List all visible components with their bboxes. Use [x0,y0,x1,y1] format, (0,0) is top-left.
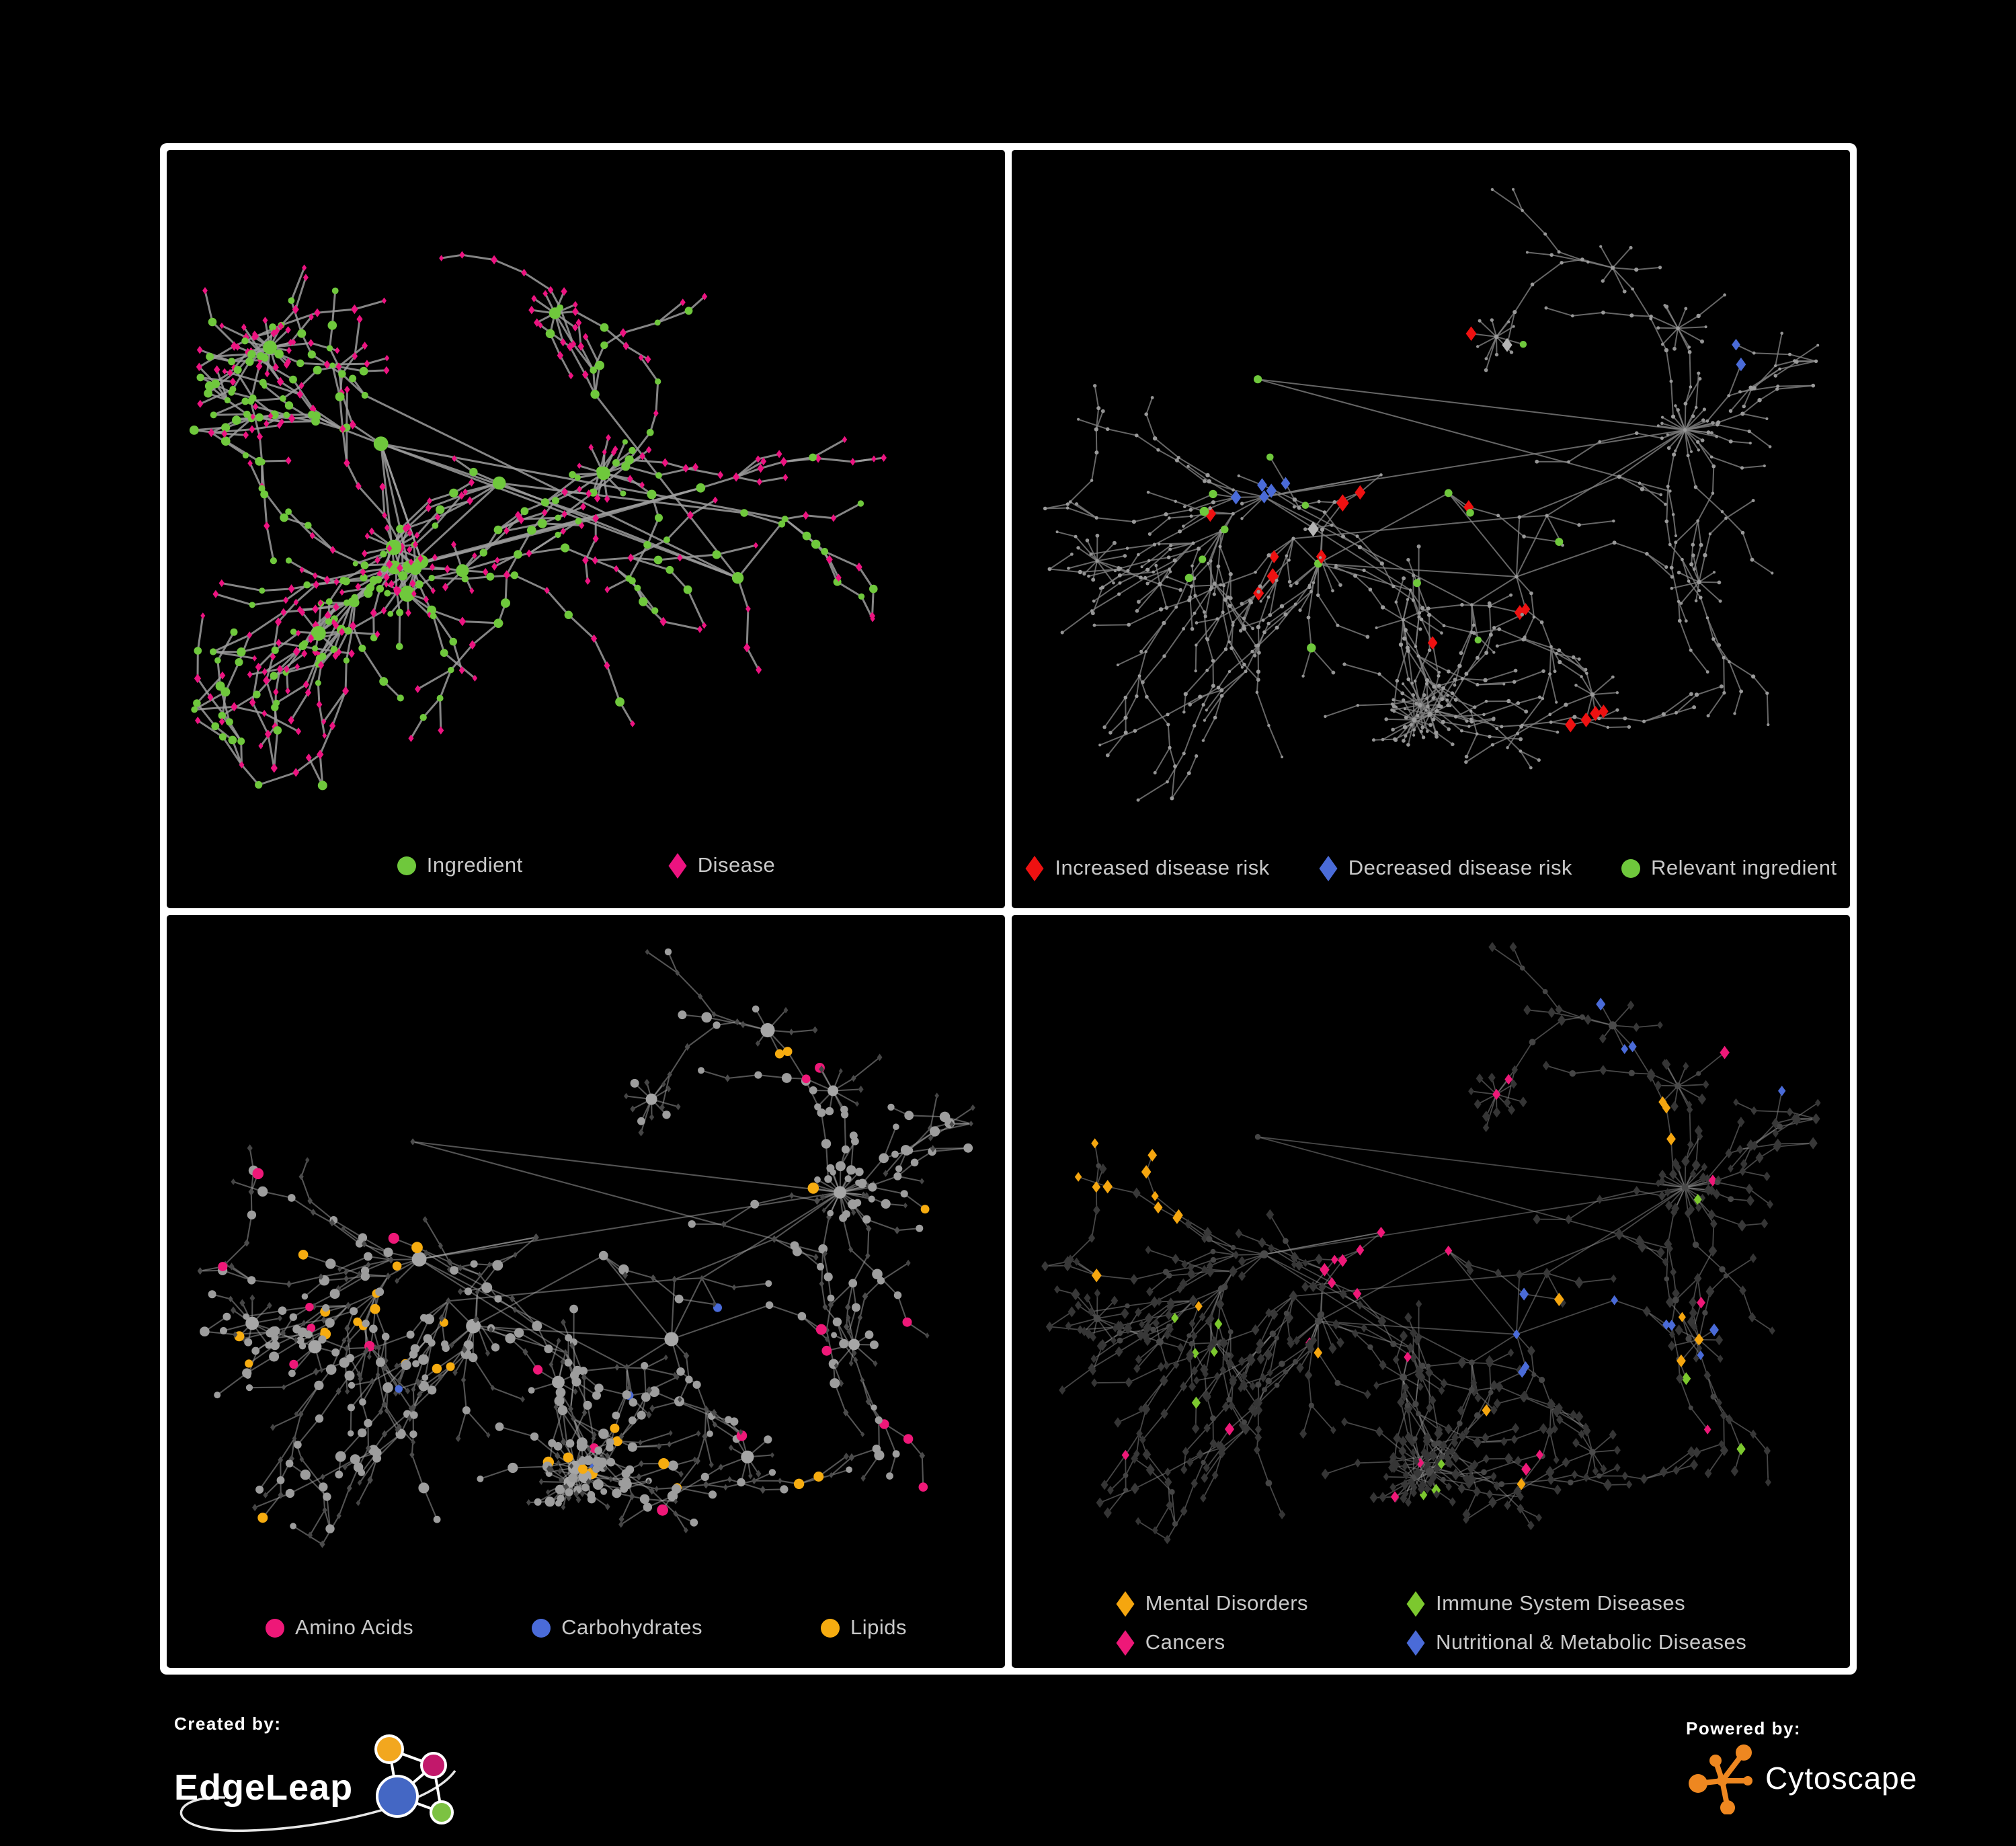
legend-label: Relevant ingredient [1651,856,1837,880]
legend-item-relevant-ingredient: Relevant ingredient [1621,854,1837,881]
powered-by-block: Powered by: Cytosc [1686,1718,1917,1814]
diamond-swatch [1024,854,1045,881]
legend-nutrient-classes: Amino Acids Carbohydrates Lipids [167,1614,1005,1641]
created-by-block: Created by: EdgeLeap [174,1714,470,1837]
diamond-swatch [1406,1629,1426,1656]
circle-swatch [265,1614,285,1641]
legend-item-nutritional-metabolic-diseases: Nutritional & Metabolic Diseases [1406,1629,1746,1656]
legend-label: Immune System Diseases [1436,1591,1685,1615]
circle-swatch [397,852,417,879]
panel-disease-categories: Mental Disorders Immune System Diseases Ca… [1012,915,1850,1668]
legend-label: Lipids [850,1615,907,1640]
diamond-swatch [1115,1629,1135,1656]
edgeleap-logo-icon [354,1729,470,1837]
legend-label: Decreased disease risk [1348,856,1572,880]
diamond-swatch [668,852,688,879]
network-disease-categories [1012,915,1850,1668]
edgeleap-lockup: EdgeLeap [174,1738,470,1837]
diamond-swatch [1115,1590,1135,1617]
legend-item-increased-disease-risk: Increased disease risk [1024,854,1269,881]
network-ingredient-disease [167,150,1005,908]
legend-label: Amino Acids [295,1615,413,1640]
legend-label: Nutritional & Metabolic Diseases [1436,1630,1746,1654]
legend-disease-risk: Increased disease risk Decreased disease … [1012,854,1850,881]
legend-item-ingredient: Ingredient [397,852,523,879]
legend-item-immune-system-diseases: Immune System Diseases [1406,1590,1746,1617]
legend-item-lipids: Lipids [820,1614,907,1641]
legend-item-mental-disorders: Mental Disorders [1115,1590,1308,1617]
legend-item-decreased-disease-risk: Decreased disease risk [1318,854,1572,881]
legend-item-carbohydrates: Carbohydrates [531,1614,702,1641]
legend-label: Disease [698,853,776,877]
legend-label: Increased disease risk [1055,856,1269,880]
legend-label: Ingredient [427,853,523,877]
legend-item-disease: Disease [668,852,776,879]
circle-swatch [1621,854,1641,881]
legend-ingredient-disease: Ingredient Disease [167,852,1005,879]
legend-label: Mental Disorders [1145,1591,1308,1615]
diamond-swatch [1406,1590,1426,1617]
powered-by-label: Powered by: [1686,1718,1917,1739]
network-disease-risk [1012,150,1850,908]
panel-disease-risk: Increased disease risk Decreased disease … [1012,150,1850,908]
legend-disease-categories: Mental Disorders Immune System Diseases Ca… [1012,1590,1850,1656]
legend-item-cancers: Cancers [1115,1629,1308,1656]
cytoscape-wordmark: Cytoscape [1765,1760,1917,1796]
panel-nutrient-classes: Amino Acids Carbohydrates Lipids [167,915,1005,1668]
legend-item-amino-acids: Amino Acids [265,1614,413,1641]
cytoscape-logo-icon [1686,1742,1756,1814]
circle-swatch [531,1614,551,1641]
circle-swatch [820,1614,840,1641]
cytoscape-lockup: Cytoscape [1686,1742,1917,1814]
legend-label: Carbohydrates [561,1615,702,1640]
panel-ingredient-disease: Ingredient Disease [167,150,1005,908]
diamond-swatch [1318,854,1338,881]
legend-label: Cancers [1145,1630,1225,1654]
network-nutrient-classes [167,915,1005,1668]
edgeleap-wordmark: EdgeLeap [174,1767,353,1808]
